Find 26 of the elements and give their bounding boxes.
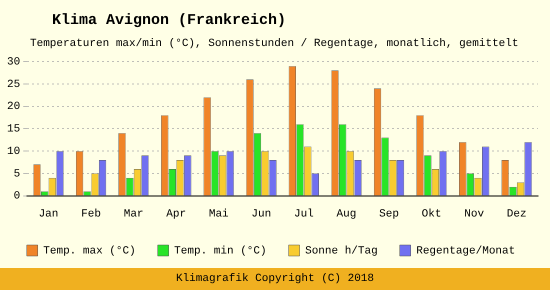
y-tick-label: 10	[7, 146, 20, 158]
x-tick-label: Aug	[336, 208, 356, 220]
y-tick-label: 25	[7, 78, 20, 91]
x-tick-label: Okt	[422, 208, 442, 220]
x-tick-label: Apr	[166, 208, 186, 220]
x-tick-label: Jan	[38, 208, 58, 220]
y-tick-label: 5	[14, 168, 20, 180]
chart-title: Klima Avignon (Frankreich)	[52, 12, 286, 29]
x-tick-label: Sep	[379, 208, 399, 220]
legend-label: Temp. min (°C)	[174, 245, 267, 258]
x-tick-label: Nov	[464, 208, 484, 220]
x-tick-label: Jul	[294, 208, 314, 220]
x-tick-label: Dez	[506, 208, 527, 220]
legend-label: Temp. max (°C)	[43, 245, 136, 258]
x-tick-label: Mar	[124, 208, 144, 220]
legend-label: Sonne h/Tag	[305, 245, 378, 258]
chart-subtitle: Temperaturen max/min (°C), Sonnenstunden / Regentage, monatlich, gemittelt	[30, 38, 518, 50]
y-tick-label: 15	[7, 124, 20, 136]
y-tick-label: 0	[14, 190, 20, 203]
legend-label: Regentage/Monat	[416, 245, 516, 258]
x-tick-label: Feb	[81, 208, 101, 220]
x-tick-label: Mai	[208, 208, 230, 220]
text: Klimagrafik Copyright (C) 2018	[0, 268, 550, 290]
x-tick-label: Jun	[251, 208, 272, 220]
y-tick-label: 20	[7, 101, 20, 114]
y-tick-label: 30	[7, 56, 20, 69]
